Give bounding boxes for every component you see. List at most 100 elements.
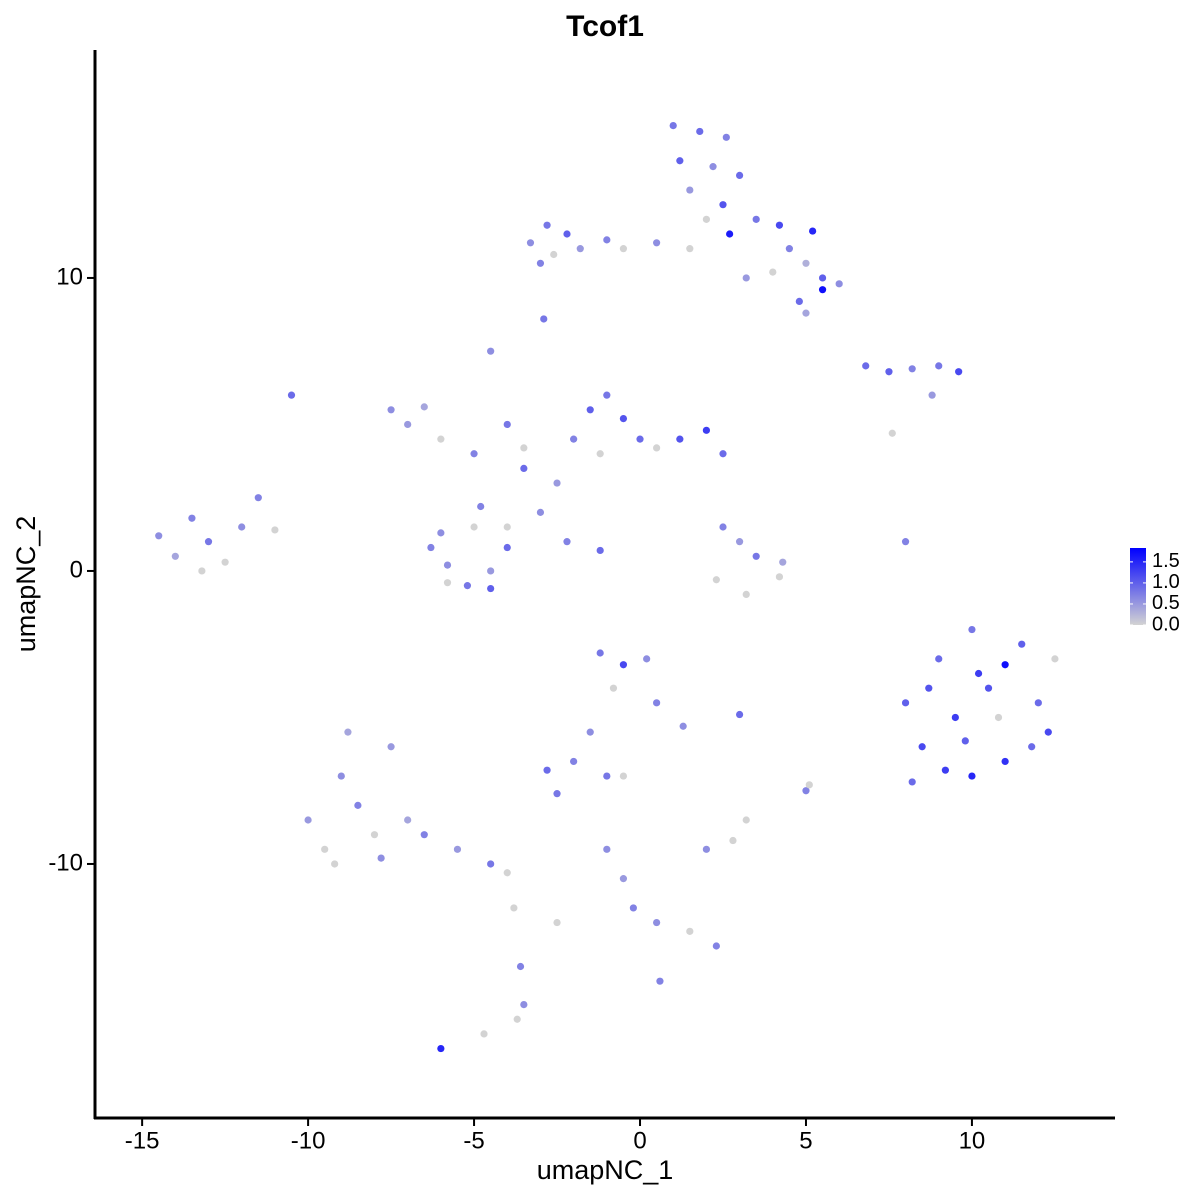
cell-point bbox=[516, 962, 525, 971]
cell-point bbox=[779, 558, 787, 566]
cell-point bbox=[570, 757, 578, 766]
cell-point bbox=[553, 790, 561, 798]
cell-point bbox=[536, 259, 545, 267]
cell-point bbox=[818, 286, 827, 294]
cell-point bbox=[752, 215, 760, 223]
cell-point bbox=[513, 1015, 521, 1023]
cell-point bbox=[487, 860, 495, 868]
cell-point bbox=[769, 268, 777, 276]
cell-point bbox=[520, 464, 528, 473]
cell-point bbox=[480, 1030, 488, 1038]
cell-point bbox=[171, 552, 179, 560]
cell-point bbox=[1001, 757, 1009, 766]
cell-point bbox=[643, 655, 651, 663]
cell-point bbox=[653, 239, 661, 247]
y-tick-label: 10 bbox=[56, 263, 83, 290]
cell-point bbox=[722, 133, 730, 141]
cell-point bbox=[536, 508, 545, 516]
cell-point bbox=[925, 684, 933, 692]
cell-point bbox=[271, 526, 279, 534]
cell-point bbox=[984, 684, 993, 692]
cell-point bbox=[387, 406, 395, 414]
cell-point bbox=[702, 426, 711, 434]
cell-point bbox=[596, 649, 604, 657]
cell-point bbox=[586, 728, 594, 736]
cell-point bbox=[805, 781, 813, 789]
x-tick-label: 10 bbox=[959, 1127, 986, 1154]
cell-point bbox=[470, 450, 478, 458]
cell-point bbox=[729, 836, 737, 845]
cell-point bbox=[968, 772, 976, 780]
x-axis-title: umapNC_1 bbox=[537, 1155, 674, 1185]
cell-point bbox=[719, 523, 727, 531]
cell-point bbox=[935, 362, 943, 370]
colorbar bbox=[1130, 548, 1146, 625]
cell-point bbox=[719, 201, 727, 209]
cell-point bbox=[238, 523, 246, 531]
cell-point bbox=[570, 435, 578, 443]
cell-point bbox=[321, 845, 329, 853]
cell-point bbox=[443, 561, 452, 569]
cell-point bbox=[775, 573, 784, 581]
cell-point bbox=[636, 435, 644, 443]
cell-point bbox=[619, 245, 628, 253]
cell-point bbox=[287, 391, 296, 399]
cell-point bbox=[935, 655, 943, 663]
cell-point bbox=[951, 713, 959, 722]
cell-point bbox=[809, 227, 817, 235]
cell-point bbox=[510, 904, 518, 912]
cell-point bbox=[735, 710, 744, 719]
cell-point bbox=[974, 669, 983, 678]
cell-point bbox=[775, 221, 784, 229]
cell-point bbox=[221, 558, 229, 566]
cell-point bbox=[669, 121, 677, 130]
cell-point bbox=[795, 297, 803, 305]
cell-point bbox=[619, 661, 628, 669]
cell-point bbox=[686, 245, 694, 253]
cell-point bbox=[503, 869, 511, 877]
cell-point bbox=[586, 406, 594, 414]
cell-point bbox=[901, 699, 910, 707]
cell-point bbox=[941, 766, 949, 774]
x-tick-label: -15 bbox=[125, 1127, 160, 1154]
cell-point bbox=[603, 772, 611, 780]
cell-point bbox=[427, 543, 435, 552]
cell-point bbox=[443, 579, 452, 587]
cell-point bbox=[818, 274, 827, 282]
cell-point bbox=[653, 699, 661, 707]
cell-point bbox=[653, 444, 661, 452]
cell-point bbox=[387, 743, 395, 751]
cell-point bbox=[344, 728, 352, 736]
cell-point bbox=[619, 875, 628, 883]
x-tick-label: -10 bbox=[291, 1127, 326, 1154]
y-axis-title: umapNC_2 bbox=[11, 516, 41, 653]
x-tick-label: 0 bbox=[633, 1127, 646, 1154]
cell-point bbox=[204, 538, 213, 546]
cell-point bbox=[735, 538, 744, 546]
y-tick-label: 0 bbox=[70, 556, 83, 583]
cell-point bbox=[619, 772, 628, 780]
cell-point bbox=[563, 538, 571, 546]
cell-point bbox=[254, 494, 262, 502]
cell-point bbox=[503, 523, 511, 531]
cell-point bbox=[702, 215, 711, 223]
cell-point bbox=[955, 368, 963, 376]
cell-point bbox=[928, 391, 936, 399]
cell-point bbox=[802, 787, 810, 795]
cell-point bbox=[198, 567, 206, 575]
cell-point bbox=[752, 552, 760, 560]
cell-point bbox=[188, 514, 196, 522]
cell-point bbox=[1044, 728, 1052, 736]
cell-point bbox=[918, 743, 926, 751]
cell-point bbox=[155, 532, 163, 540]
cell-point bbox=[354, 801, 362, 809]
cell-point bbox=[742, 590, 750, 599]
cell-point bbox=[676, 157, 684, 165]
cell-point bbox=[520, 1001, 528, 1009]
cell-point bbox=[735, 171, 744, 180]
cell-point bbox=[961, 737, 969, 745]
cell-point bbox=[712, 576, 720, 584]
points bbox=[155, 121, 1059, 1053]
